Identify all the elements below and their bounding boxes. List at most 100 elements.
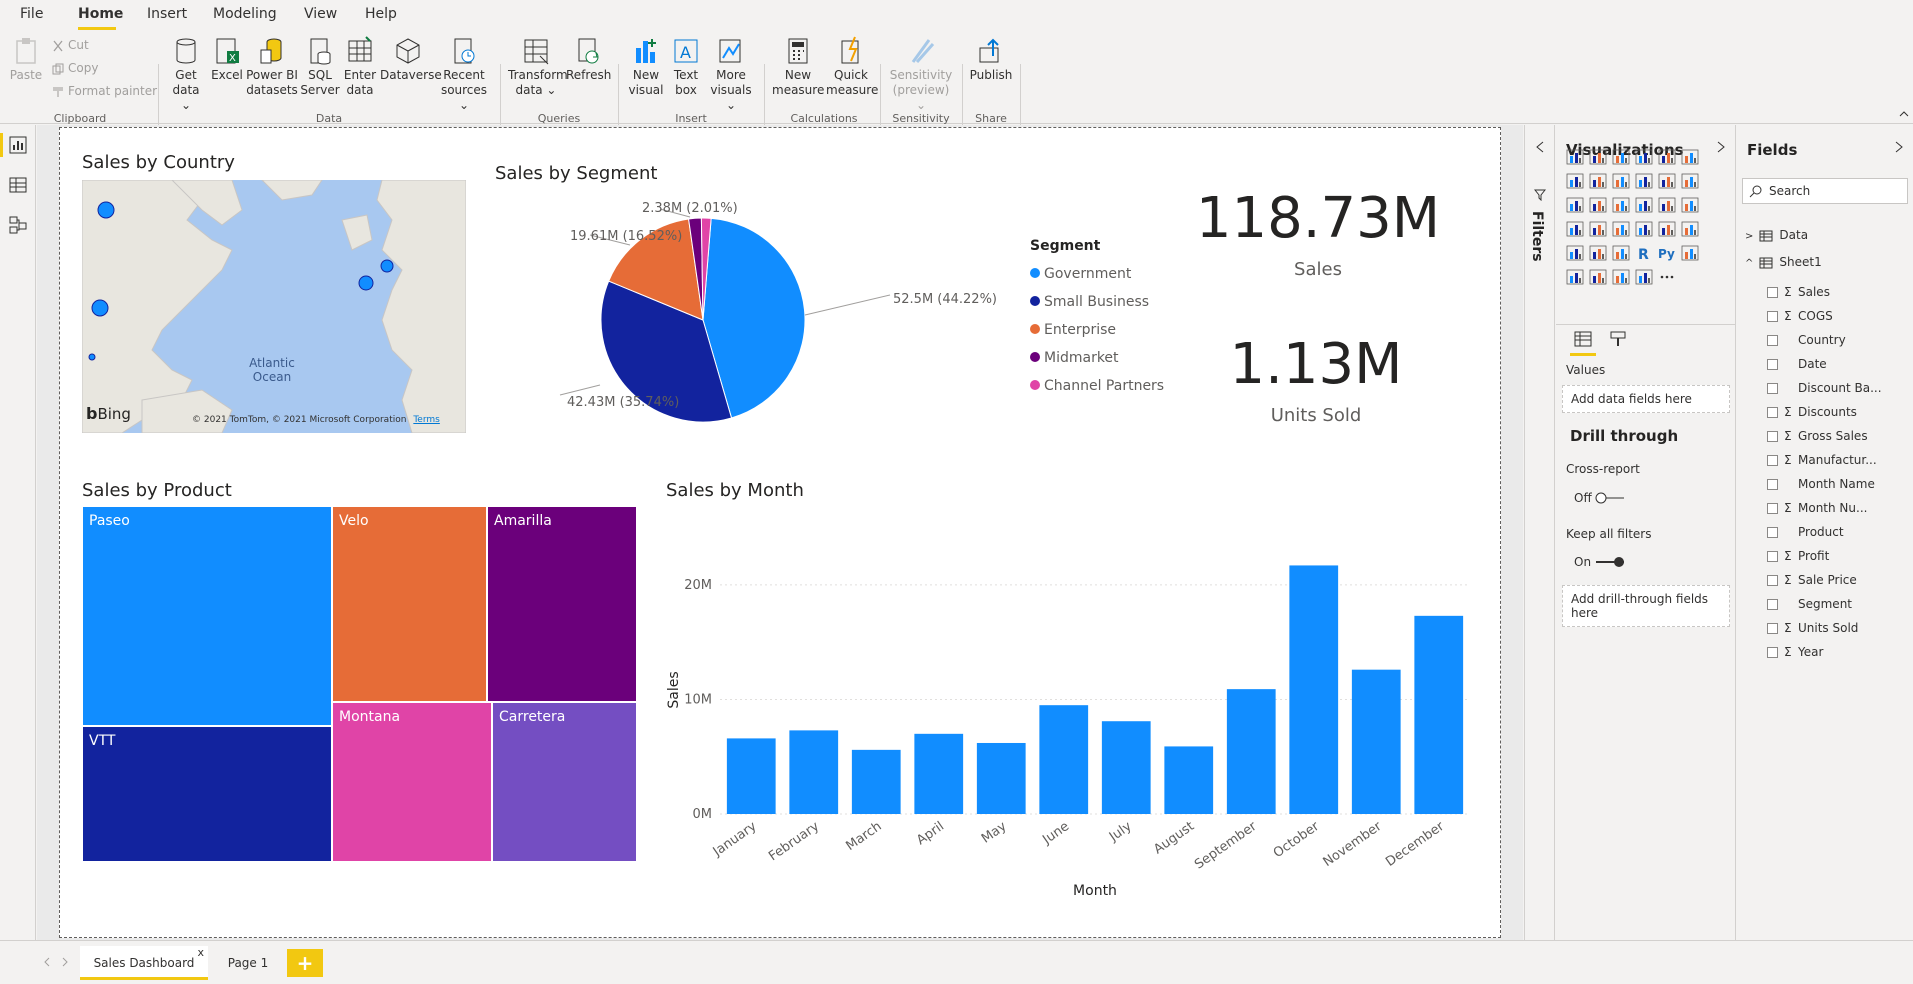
model-view-icon[interactable] bbox=[8, 215, 28, 235]
field-checkbox[interactable] bbox=[1767, 551, 1778, 562]
scroll-left-icon[interactable] bbox=[42, 956, 52, 968]
scatter-icon[interactable] bbox=[1612, 197, 1630, 213]
map-bubble[interactable] bbox=[97, 201, 115, 219]
field-checkbox[interactable] bbox=[1767, 287, 1778, 298]
field-checkbox[interactable] bbox=[1767, 335, 1778, 346]
line-column-icon[interactable] bbox=[1635, 173, 1653, 189]
chevron-right-icon[interactable] bbox=[1894, 141, 1904, 153]
field-segment[interactable]: Segment bbox=[1767, 594, 1852, 614]
bar-september[interactable] bbox=[1226, 689, 1276, 814]
field-product[interactable]: Product bbox=[1767, 522, 1844, 542]
field-checkbox[interactable] bbox=[1767, 599, 1778, 610]
drill-through-drop-zone[interactable]: Add drill-through fields here bbox=[1562, 585, 1730, 627]
get-data-button[interactable]: Get data ⌄ bbox=[166, 36, 206, 113]
treemap-cell-montana[interactable]: Montana bbox=[332, 702, 492, 862]
qa-icon[interactable] bbox=[1589, 269, 1607, 285]
power-bi-datasets-button[interactable]: Power BI datasets bbox=[246, 36, 298, 98]
add-page-button[interactable]: + bbox=[287, 949, 323, 977]
chevron-right-icon[interactable] bbox=[1716, 141, 1726, 153]
menu-modeling[interactable]: Modeling bbox=[213, 6, 277, 22]
legend-item-enterprise[interactable]: Enterprise bbox=[1030, 316, 1164, 344]
bar-august[interactable] bbox=[1164, 746, 1214, 814]
stacked-bar-icon[interactable] bbox=[1566, 149, 1584, 165]
cross-report-toggle[interactable] bbox=[1594, 491, 1626, 505]
pie-icon[interactable] bbox=[1635, 197, 1653, 213]
bar-december[interactable] bbox=[1414, 615, 1464, 814]
line-icon[interactable] bbox=[1566, 173, 1584, 189]
dataverse-button[interactable]: Dataverse bbox=[380, 36, 442, 83]
map-visual[interactable]: Atlantic Ocean bBing © 2021 TomTom, © 20… bbox=[82, 180, 466, 433]
treemap-cell-velo[interactable]: Velo bbox=[332, 506, 487, 702]
new-measure-button[interactable]: New measure bbox=[772, 36, 824, 98]
map-bubble[interactable] bbox=[88, 353, 96, 361]
chevron-left-icon[interactable] bbox=[1535, 141, 1545, 153]
format-paint-roller-icon[interactable] bbox=[1608, 330, 1628, 348]
field-checkbox[interactable] bbox=[1767, 311, 1778, 322]
bar-july[interactable] bbox=[1101, 721, 1151, 814]
publish-button[interactable]: Publish bbox=[968, 36, 1014, 83]
field-cogs[interactable]: Σ COGS bbox=[1767, 306, 1833, 326]
bar-chart[interactable]: 0M 10M 20M January February March April May June… bbox=[660, 540, 1480, 910]
clustered-column-icon[interactable] bbox=[1635, 149, 1653, 165]
bar-october[interactable] bbox=[1289, 565, 1339, 814]
field-checkbox[interactable] bbox=[1767, 503, 1778, 514]
field-checkbox[interactable] bbox=[1767, 527, 1778, 538]
filters-pane[interactable]: Filters bbox=[1524, 125, 1555, 940]
more-visuals-button[interactable]: More visuals ⌄ bbox=[706, 36, 756, 113]
funnel-icon[interactable] bbox=[1589, 197, 1607, 213]
menu-home[interactable]: Home bbox=[78, 6, 124, 22]
multi-row-card-icon[interactable] bbox=[1658, 221, 1676, 237]
treemap-cell-vtt[interactable]: VTT bbox=[82, 726, 332, 862]
map-bubble[interactable] bbox=[380, 259, 394, 273]
fields-well-icon[interactable] bbox=[1573, 330, 1593, 348]
stacked-column-icon[interactable] bbox=[1589, 149, 1607, 165]
menu-insert[interactable]: Insert bbox=[147, 6, 188, 22]
bar-january[interactable] bbox=[726, 738, 776, 814]
menu-view[interactable]: View bbox=[304, 6, 338, 22]
refresh-button[interactable]: Refresh bbox=[566, 36, 611, 83]
paste-button[interactable]: Paste bbox=[8, 36, 44, 83]
bar-april[interactable] bbox=[914, 733, 964, 814]
page-tab-sales-dashboard[interactable]: Sales Dashboard x bbox=[80, 946, 208, 980]
donut-icon[interactable] bbox=[1658, 197, 1676, 213]
legend-item-government[interactable]: Government bbox=[1030, 260, 1164, 288]
field-checkbox[interactable] bbox=[1767, 479, 1778, 490]
field-checkbox[interactable] bbox=[1767, 407, 1778, 418]
gauge-icon[interactable] bbox=[1612, 221, 1630, 237]
pie-slice-small-business[interactable] bbox=[600, 280, 733, 423]
legend-item-midmarket[interactable]: Midmarket bbox=[1030, 344, 1164, 372]
table-sheet1[interactable]: ^ Sheet1 bbox=[1745, 252, 1822, 272]
field-manufactur[interactable]: Σ Manufactur... bbox=[1767, 450, 1877, 470]
smart-narrative-icon[interactable] bbox=[1612, 269, 1630, 285]
100-column-icon[interactable] bbox=[1681, 149, 1699, 165]
matrix-icon[interactable] bbox=[1612, 245, 1630, 261]
field-year[interactable]: Σ Year bbox=[1767, 642, 1823, 662]
menu-help[interactable]: Help bbox=[365, 6, 397, 22]
kpi-icon[interactable] bbox=[1681, 221, 1699, 237]
menu-file[interactable]: File bbox=[20, 6, 44, 22]
copy-button[interactable]: Copy bbox=[52, 61, 98, 79]
excel-button[interactable]: X Excel bbox=[210, 36, 244, 83]
field-checkbox[interactable] bbox=[1767, 623, 1778, 634]
recent-sources-button[interactable]: Recent sources ⌄ bbox=[436, 36, 492, 113]
filled-map-icon[interactable] bbox=[1589, 221, 1607, 237]
paginated-icon[interactable] bbox=[1635, 269, 1653, 285]
pie-slice-channel-partners[interactable] bbox=[700, 217, 712, 321]
decomposition-tree-icon[interactable] bbox=[1566, 269, 1584, 285]
field-sale-price[interactable]: Σ Sale Price bbox=[1767, 570, 1857, 590]
field-profit[interactable]: Σ Profit bbox=[1767, 546, 1829, 566]
cut-button[interactable]: Cut bbox=[52, 38, 89, 56]
field-date[interactable]: Date bbox=[1767, 354, 1827, 374]
legend-item-channel-partners[interactable]: Channel Partners bbox=[1030, 372, 1164, 400]
data-view-icon[interactable] bbox=[8, 175, 28, 195]
python-visual-icon[interactable]: Py bbox=[1658, 245, 1676, 261]
field-month-nu[interactable]: Σ Month Nu... bbox=[1767, 498, 1867, 518]
field-checkbox[interactable] bbox=[1767, 575, 1778, 586]
map-bubble[interactable] bbox=[358, 275, 374, 291]
field-checkbox[interactable] bbox=[1767, 455, 1778, 466]
map-terms-link[interactable]: Terms bbox=[413, 415, 440, 425]
collapse-ribbon-icon[interactable] bbox=[1898, 108, 1910, 118]
more-icon[interactable] bbox=[1658, 269, 1676, 285]
sensitivity-button[interactable]: Sensitivity (preview) ⌄ bbox=[886, 36, 956, 113]
map-bubble[interactable] bbox=[91, 299, 109, 317]
